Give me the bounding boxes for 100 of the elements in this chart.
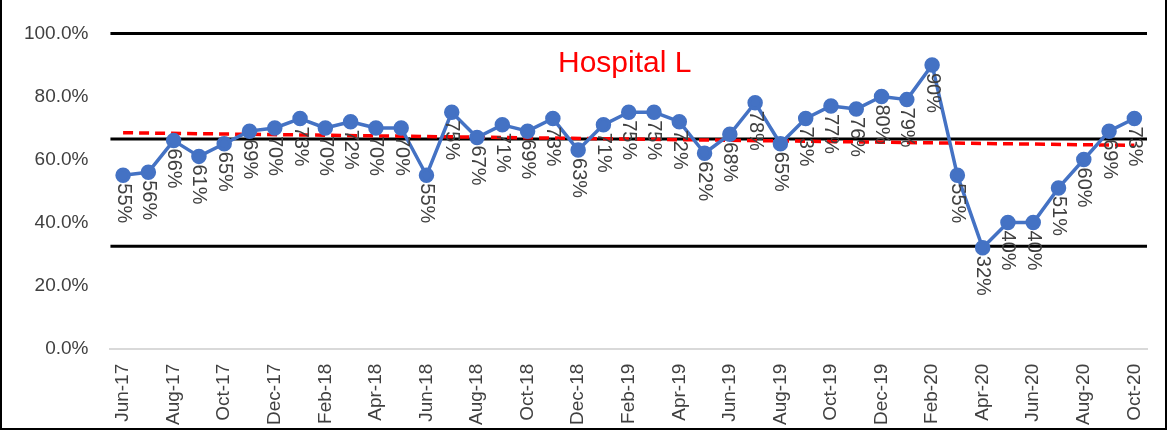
data-label: 55% — [113, 183, 136, 224]
data-label: 71% — [593, 132, 616, 174]
point — [292, 110, 308, 127]
data-label: 65% — [770, 151, 793, 193]
data-label: 80% — [872, 104, 895, 145]
x-tick-label: Oct-19 — [819, 363, 841, 421]
data-label: 90% — [922, 72, 945, 114]
data-label: 79% — [897, 107, 920, 148]
data-label: 62% — [695, 161, 718, 202]
data-label: 69% — [239, 139, 262, 180]
data-label: 65% — [214, 151, 237, 193]
point — [1050, 180, 1067, 196]
x-tick-label: Apr-20 — [970, 363, 992, 421]
x-tick-label: Apr-18 — [364, 363, 386, 421]
data-label: 69% — [1099, 139, 1122, 180]
point — [722, 126, 738, 143]
point — [342, 113, 359, 130]
data-label: 70% — [366, 136, 389, 177]
point — [1000, 214, 1016, 231]
point — [671, 113, 688, 130]
data-label: 67% — [467, 145, 490, 186]
x-tick-label: Oct-17 — [212, 363, 234, 421]
x-tick-label: Dec-19 — [869, 363, 891, 425]
x-tick-label: Jun-18 — [414, 363, 436, 422]
point — [317, 120, 334, 136]
x-tick-label: Aug-20 — [1072, 363, 1094, 426]
point — [469, 129, 485, 146]
data-label: 75% — [644, 120, 667, 161]
point — [974, 240, 991, 256]
point — [1126, 110, 1143, 127]
point — [696, 145, 713, 161]
data-label: 55% — [947, 183, 970, 224]
data-label: 70% — [391, 136, 414, 177]
point — [393, 120, 409, 136]
data-label: 51% — [1049, 195, 1071, 237]
point — [241, 123, 258, 139]
data-label: 60% — [1074, 167, 1097, 208]
data-label: 77% — [821, 113, 844, 155]
point — [1101, 123, 1117, 139]
point — [1076, 151, 1092, 168]
point — [115, 167, 131, 184]
data-label: 73% — [796, 126, 819, 167]
point — [848, 101, 865, 117]
y-tick-label: 20.0% — [34, 273, 89, 295]
point — [216, 136, 232, 152]
x-tick-label: Jun-17 — [111, 363, 133, 422]
point — [545, 110, 561, 127]
data-label: 71% — [492, 132, 515, 174]
data-label: 70% — [315, 136, 338, 177]
data-label: 69% — [518, 139, 541, 180]
data-label: 72% — [341, 129, 364, 170]
data-label: 40% — [1023, 230, 1046, 271]
data-label: 73% — [543, 126, 566, 167]
data-label: 73% — [290, 126, 313, 167]
x-tick-label: Dec-17 — [263, 363, 285, 425]
point — [747, 95, 763, 111]
point — [519, 123, 536, 139]
x-tick-label: Apr-19 — [667, 363, 689, 421]
data-label: 78% — [745, 110, 768, 152]
point — [899, 91, 915, 108]
x-tick-label: Oct-20 — [1122, 363, 1144, 421]
point — [140, 164, 157, 180]
data-label: 55% — [416, 183, 439, 224]
y-tick-label: 80.0% — [34, 84, 89, 106]
data-label: 76% — [846, 117, 869, 158]
point — [924, 57, 940, 73]
point — [570, 142, 586, 158]
data-label: 75% — [442, 120, 465, 161]
point — [267, 120, 283, 136]
data-label: 56% — [138, 180, 161, 221]
x-tick-label: Jun-19 — [718, 363, 740, 422]
data-label: 68% — [720, 142, 743, 183]
y-tick-label: 0.0% — [45, 336, 89, 358]
x-tick-label: Feb-19 — [616, 363, 638, 424]
x-tick-label: Aug-17 — [161, 363, 183, 426]
x-tick-label: Feb-20 — [920, 363, 942, 424]
data-label: 40% — [998, 230, 1021, 271]
data-label: 66% — [164, 148, 187, 189]
point — [444, 104, 460, 120]
x-tick-label: Jun-20 — [1021, 363, 1043, 422]
point — [191, 148, 207, 165]
point — [646, 104, 662, 120]
x-tick-label: Feb-18 — [313, 363, 335, 424]
x-tick-label: Aug-18 — [465, 363, 487, 426]
data-label: 32% — [973, 255, 996, 297]
point — [797, 110, 814, 127]
y-tick-label: 40.0% — [34, 210, 89, 232]
x-tick-label: Dec-18 — [566, 363, 588, 425]
point — [595, 117, 612, 133]
point — [772, 136, 789, 152]
point — [494, 117, 511, 133]
point — [368, 120, 384, 136]
point — [418, 167, 435, 184]
y-tick-label: 60.0% — [34, 147, 89, 169]
point — [165, 132, 182, 149]
chart-title: Hospital L — [558, 44, 692, 78]
data-label: 70% — [265, 136, 288, 177]
data-label: 72% — [669, 129, 692, 170]
point — [620, 104, 637, 120]
data-label: 73% — [1124, 126, 1147, 167]
